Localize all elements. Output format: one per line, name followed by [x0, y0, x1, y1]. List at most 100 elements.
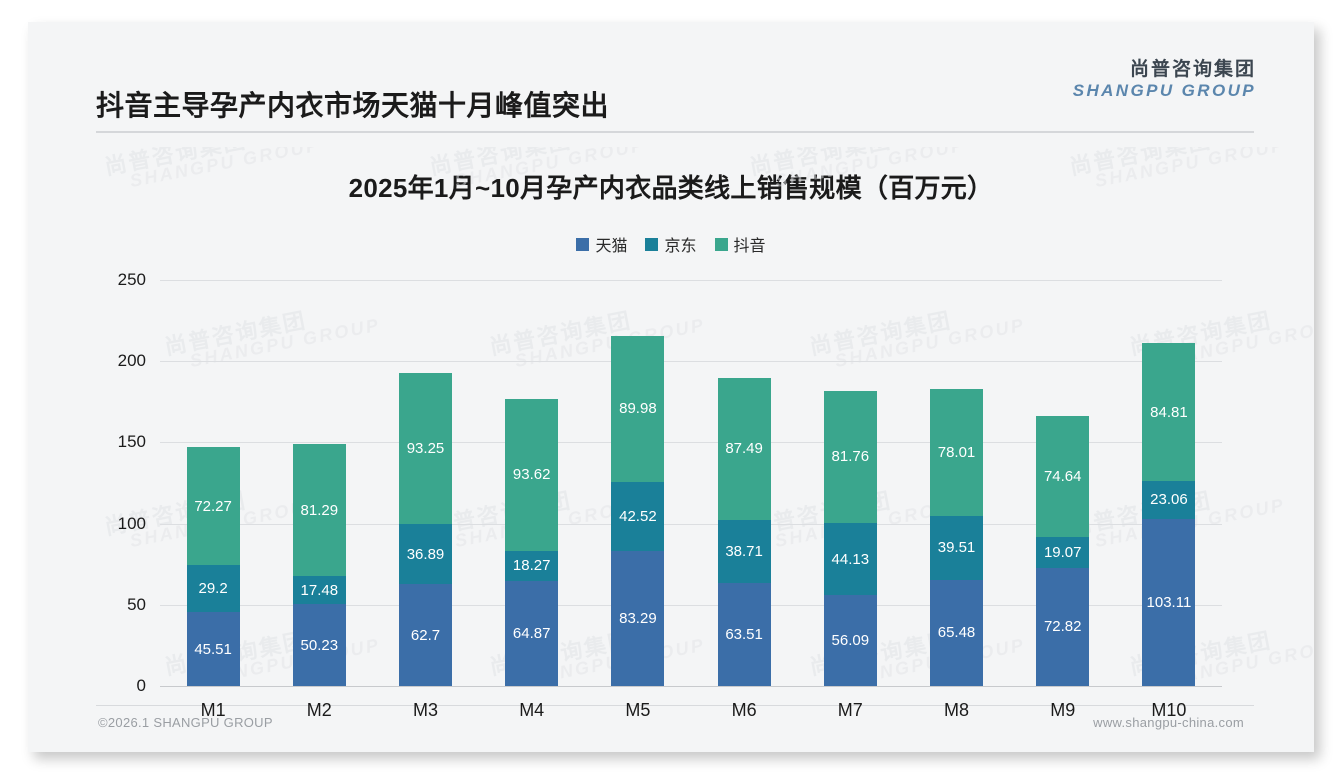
bar-segment-抖音[interactable]: 89.98 [611, 335, 665, 482]
stacked-bar[interactable]: 87.49 38.71 63.51 [717, 377, 771, 686]
bar-value-label: 18.27 [512, 557, 551, 575]
x-axis-tick-label: M10 [1151, 700, 1187, 720]
logo-chinese-text: 尚普咨询集团 [1129, 59, 1256, 80]
bar-column[interactable]: 87.49 38.71 63.51 M6 [691, 280, 797, 720]
bar-segment-抖音[interactable]: 72.27 [186, 447, 240, 565]
bar-segment-抖音[interactable]: 74.64 [1036, 415, 1090, 537]
stacked-bar[interactable]: 81.29 17.48 50.23 [292, 444, 346, 686]
stacked-bar[interactable]: 81.76 44.13 56.09 [823, 390, 877, 686]
stacked-bar[interactable]: 72.27 29.2 45.51 [186, 447, 240, 686]
bar-value-label: 81.29 [300, 501, 339, 519]
bar-segment-天猫[interactable]: 45.51 [186, 612, 240, 686]
x-axis-tick-label: M2 [306, 700, 332, 720]
bar-segment-天猫[interactable]: 50.23 [292, 604, 346, 686]
bar-value-label: 72.82 [1043, 618, 1082, 636]
bar-segment-天猫[interactable]: 63.51 [717, 582, 771, 686]
bar-segment-京东[interactable]: 36.89 [399, 524, 452, 585]
bar-column[interactable]: 78.01 39.51 65.48 M8 [903, 280, 1009, 720]
legend-swatch-icon [645, 237, 659, 251]
bar-segment-抖音[interactable]: 84.81 [1142, 343, 1196, 482]
bar-column[interactable]: 74.64 19.07 72.82 M9 [1010, 280, 1116, 720]
brand-logo: 尚普咨询集团 SHANGPU GROUP [1073, 60, 1256, 100]
bar-value-label: 93.25 [406, 440, 445, 458]
bar-segment-京东[interactable]: 19.07 [1036, 536, 1090, 568]
bar-value-label: 45.51 [194, 640, 232, 658]
stacked-bar[interactable]: 93.25 36.89 62.7 [399, 372, 452, 686]
bar-column[interactable]: 72.27 29.2 45.51 M1 [160, 280, 266, 720]
bar-column[interactable]: 93.62 18.27 64.87 M4 [479, 280, 585, 720]
logo-english-text: SHANGPU GROUP [1072, 80, 1256, 100]
bar-segment-京东[interactable]: 18.27 [505, 551, 559, 581]
x-axis-tick-label: M1 [200, 700, 226, 720]
legend-label: 京东 [664, 238, 697, 255]
y-axis-tick-label: 100 [117, 513, 146, 533]
bar-value-label: 44.13 [831, 550, 870, 568]
footer-divider [96, 705, 1254, 706]
stacked-bar[interactable]: 93.62 18.27 64.87 [505, 398, 559, 686]
bar-segment-京东[interactable]: 23.06 [1142, 481, 1196, 519]
bar-column[interactable]: 89.98 42.52 83.29 M5 [585, 280, 691, 720]
legend-item-1[interactable]: 京东 [645, 232, 697, 256]
bar-segment-天猫[interactable]: 62.7 [399, 584, 452, 686]
bar-segment-京东[interactable]: 39.51 [930, 515, 984, 580]
bar-segment-天猫[interactable]: 56.09 [823, 594, 877, 686]
bar-segment-天猫[interactable]: 83.29 [611, 550, 665, 686]
bar-segment-抖音[interactable]: 93.25 [399, 372, 452, 525]
stacked-bar[interactable]: 89.98 42.52 83.29 [611, 335, 665, 686]
bar-segment-抖音[interactable]: 87.49 [717, 377, 771, 521]
bar-segment-京东[interactable]: 29.2 [186, 564, 240, 613]
chart-legend: 天猫 京东 抖音 [28, 232, 1314, 256]
bar-segment-抖音[interactable]: 78.01 [930, 388, 984, 516]
bar-segment-京东[interactable]: 44.13 [823, 523, 877, 595]
y-axis-tick-label: 50 [127, 594, 146, 614]
bar-column[interactable]: 84.81 23.06 103.11 M10 [1116, 280, 1222, 720]
bar-column[interactable]: 81.76 44.13 56.09 M7 [797, 280, 903, 720]
bar-segment-天猫[interactable]: 64.87 [505, 580, 559, 686]
bar-value-label: 36.89 [406, 545, 445, 563]
bar-value-label: 103.11 [1146, 593, 1192, 611]
bar-column[interactable]: 81.29 17.48 50.23 M2 [266, 280, 372, 720]
bar-value-label: 72.27 [194, 497, 232, 515]
bar-value-label: 78.01 [937, 443, 976, 461]
stacked-bar[interactable]: 84.81 23.06 103.11 [1142, 343, 1196, 686]
bar-segment-京东[interactable]: 38.71 [717, 520, 771, 583]
header-divider [96, 131, 1254, 133]
x-axis-tick-label: M6 [731, 700, 757, 720]
bar-segment-抖音[interactable]: 81.29 [292, 444, 346, 577]
legend-label: 天猫 [595, 238, 628, 255]
y-axis-tick-label: 200 [117, 351, 146, 371]
x-axis-tick-label: M9 [1050, 700, 1076, 720]
x-axis-tick-label: M7 [837, 700, 863, 720]
bar-column[interactable]: 93.25 36.89 62.7 M3 [372, 280, 478, 720]
bar-value-label: 87.49 [725, 440, 763, 458]
bar-value-label: 29.2 [198, 579, 228, 597]
stacked-bar[interactable]: 74.64 19.07 72.82 [1036, 415, 1090, 686]
bar-series-group: 72.27 29.2 45.51 M1 81.29 17.48 50.23 M2 93.25 36… [160, 280, 1222, 720]
footer-website: www.shangpu-china.com [1093, 715, 1244, 730]
x-axis-tick-label: M5 [625, 700, 651, 720]
chart-title: 2025年1月~10月孕产内衣品类线上销售规模（百万元） [348, 173, 994, 203]
page-title: 抖音主导孕产内衣市场天猫十月峰值突出 [96, 90, 610, 121]
bar-value-label: 74.64 [1043, 467, 1082, 485]
bar-value-label: 89.98 [619, 400, 657, 418]
bar-segment-京东[interactable]: 42.52 [611, 481, 665, 551]
bar-segment-天猫[interactable]: 65.48 [930, 579, 984, 686]
bar-value-label: 23.06 [1150, 491, 1188, 509]
footer-copyright: ©2026.1 SHANGPU GROUP [98, 715, 273, 730]
bar-value-label: 38.71 [725, 542, 763, 560]
bar-segment-天猫[interactable]: 72.82 [1036, 567, 1090, 686]
bar-value-label: 93.62 [512, 466, 551, 484]
bar-value-label: 84.81 [1150, 403, 1188, 421]
legend-item-0[interactable]: 天猫 [576, 232, 627, 256]
bar-segment-天猫[interactable]: 103.11 [1142, 518, 1196, 686]
bar-value-label: 83.29 [619, 609, 657, 627]
bar-segment-京东[interactable]: 17.48 [292, 576, 346, 605]
legend-swatch-icon [576, 237, 590, 251]
slide-header: 抖音主导孕产内衣市场天猫十月峰值突出 尚普咨询集团 SHANGPU GROUP [28, 22, 1314, 133]
stacked-bar[interactable]: 78.01 39.51 65.48 [930, 388, 984, 686]
bar-segment-抖音[interactable]: 93.62 [505, 398, 559, 551]
x-axis-tick-label: M4 [519, 700, 545, 720]
legend-item-2[interactable]: 抖音 [714, 232, 766, 256]
bar-segment-抖音[interactable]: 81.76 [823, 390, 877, 524]
bar-value-label: 64.87 [512, 624, 551, 642]
